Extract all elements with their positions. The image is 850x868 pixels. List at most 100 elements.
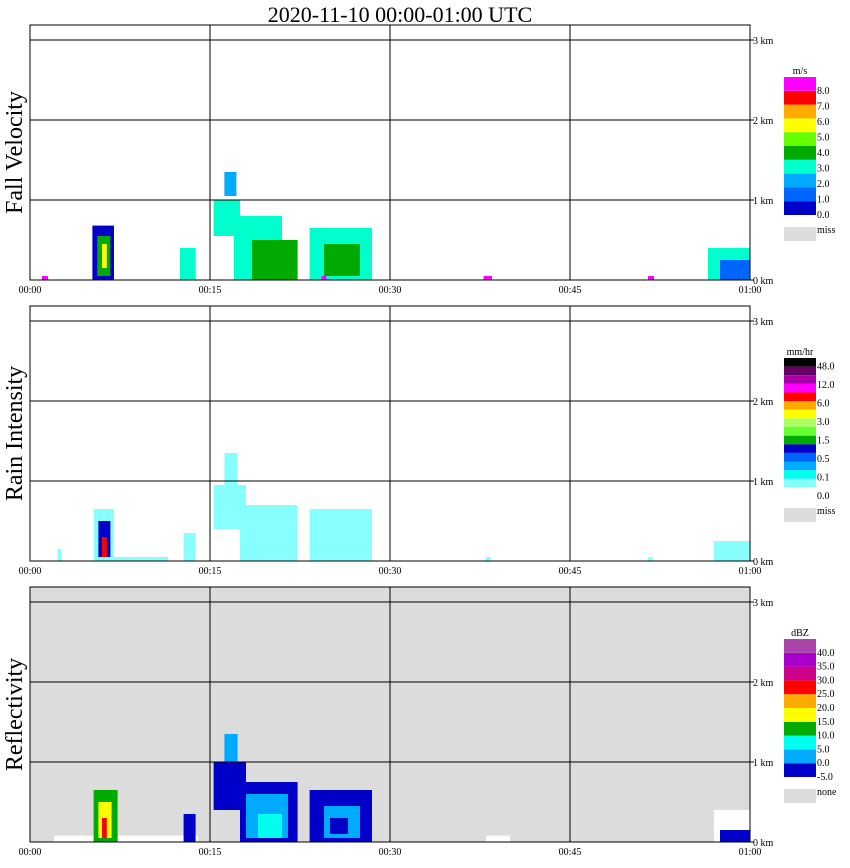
- legend-label: 3.0: [817, 163, 830, 174]
- legend-miss-swatch: [784, 227, 816, 241]
- legend-swatch: [784, 132, 816, 146]
- time-tick-label: 00:15: [199, 847, 222, 858]
- legend-unit: dBZ: [791, 628, 809, 639]
- legend-swatch: [784, 77, 816, 91]
- time-tick-label: 00:45: [559, 285, 582, 296]
- echo-cell: [183, 533, 196, 561]
- echo-cell: [240, 505, 298, 561]
- legend-label: 30.0: [817, 675, 835, 686]
- panel-1: 0 km 1 km 2 km 3 km 00:00 00:15 00:30 00:45 01:0…: [2, 24, 835, 296]
- legend-swatch: [784, 444, 816, 453]
- legend-swatch: [784, 366, 816, 376]
- panel-frame: [29, 586, 751, 843]
- legend-swatch: [784, 749, 816, 764]
- legend-label: 6.0: [817, 399, 830, 410]
- echo-cell: [486, 557, 491, 561]
- legend-swatch: [784, 392, 816, 402]
- legend-label: 40.0: [817, 648, 835, 659]
- echo-cell: [180, 248, 196, 280]
- legend-swatch: [784, 461, 816, 471]
- legend-label: 2.0: [817, 179, 830, 190]
- legend-swatch: [784, 118, 816, 133]
- height-tick-label: 0 km: [753, 276, 774, 287]
- legend-label: 6.0: [817, 117, 830, 128]
- panel-3: 0 km 1 km 2 km 3 km 00:00 00:15 00:30 00:45 01:0…: [2, 586, 837, 858]
- time-tick-label: 00:30: [379, 847, 402, 858]
- legend-swatch: [784, 173, 816, 188]
- height-tick-label: 3 km: [753, 36, 774, 47]
- time-tick-label: 00:30: [379, 285, 402, 296]
- legend-miss-label: miss: [817, 506, 835, 517]
- height-tick-label: 2 km: [753, 397, 774, 408]
- legend-miss-label: miss: [817, 225, 835, 236]
- time-tick-label: 01:00: [739, 847, 762, 858]
- legend-swatch: [784, 763, 816, 777]
- echo-cell: [102, 818, 107, 838]
- height-tick-label: 3 km: [753, 317, 774, 328]
- legend-label: 5.0: [817, 744, 830, 755]
- chart-title: 2020-11-10 00:00-01:00 UTC: [268, 2, 532, 27]
- echo-cell: [483, 276, 492, 280]
- legend-swatch: [784, 401, 816, 410]
- echo-cell: [720, 260, 750, 280]
- legend-swatch: [784, 187, 816, 202]
- echo-cell: [720, 830, 750, 842]
- panel-frame: [29, 305, 751, 562]
- time-tick-label: 00:45: [559, 566, 582, 577]
- legend-swatch: [784, 159, 816, 174]
- legend-swatch: [784, 652, 816, 667]
- echo-cell: [102, 537, 107, 557]
- time-tick-label: 00:30: [379, 566, 402, 577]
- time-tick-label: 00:45: [559, 847, 582, 858]
- legend-miss-swatch: [784, 508, 816, 522]
- echo-layer: [57, 453, 750, 561]
- legend-label: 20.0: [817, 703, 835, 714]
- echo-cell: [258, 814, 282, 838]
- legend-swatch: [784, 735, 816, 750]
- legend-swatch: [784, 721, 816, 736]
- legend-label: 25.0: [817, 689, 835, 700]
- echo-cell: [714, 541, 750, 561]
- legend-swatch: [784, 694, 816, 708]
- legend-miss-label: none: [817, 787, 837, 798]
- echo-layer: [42, 172, 750, 280]
- legend-swatch: [784, 680, 816, 695]
- legend-swatch: [784, 487, 816, 496]
- legend-label: 5.0: [817, 132, 830, 143]
- echo-cell: [224, 172, 237, 196]
- legend-swatch: [784, 383, 816, 393]
- legend-label: 35.0: [817, 662, 835, 673]
- legend-label: 15.0: [817, 717, 835, 728]
- legend-swatch: [784, 90, 816, 105]
- echo-cell: [324, 244, 360, 276]
- height-tick-label: 1 km: [753, 196, 774, 207]
- legend-label: 0.0: [817, 758, 830, 769]
- echo-cell: [648, 276, 654, 280]
- legend-label: 8.0: [817, 86, 830, 97]
- echo-cell: [252, 240, 298, 280]
- echo-cell: [114, 557, 168, 561]
- height-tick-label: 1 km: [753, 758, 774, 769]
- legend-swatch: [784, 708, 816, 722]
- legend: dBZ -5.0 0.0 5.0 10.0 15.0 20.0 25.0 30.0 35.0 40.…: [784, 628, 837, 803]
- time-tick-label: 00:00: [19, 285, 42, 296]
- echo-cell: [330, 818, 348, 834]
- echo-cell: [42, 276, 48, 280]
- legend-swatch: [784, 470, 816, 479]
- time-tick-label: 01:00: [739, 285, 762, 296]
- legend-label: 3.0: [817, 417, 830, 428]
- legend-label: 12.0: [817, 380, 835, 391]
- time-tick-label: 00:15: [199, 566, 222, 577]
- echo-cell: [224, 734, 238, 766]
- legend-label: 0.1: [817, 473, 830, 484]
- legend-unit: mm/hr: [787, 347, 814, 358]
- height-tick-label: 2 km: [753, 678, 774, 689]
- time-tick-label: 00:00: [19, 566, 42, 577]
- legend-swatch: [784, 146, 816, 160]
- echo-cell: [102, 244, 107, 268]
- panel-2: 0 km 1 km 2 km 3 km 00:00 00:15 00:30 00:45 01:0…: [2, 305, 835, 577]
- legend-swatch: [784, 639, 816, 653]
- legend-swatch: [784, 409, 816, 419]
- echo-cell: [183, 814, 196, 842]
